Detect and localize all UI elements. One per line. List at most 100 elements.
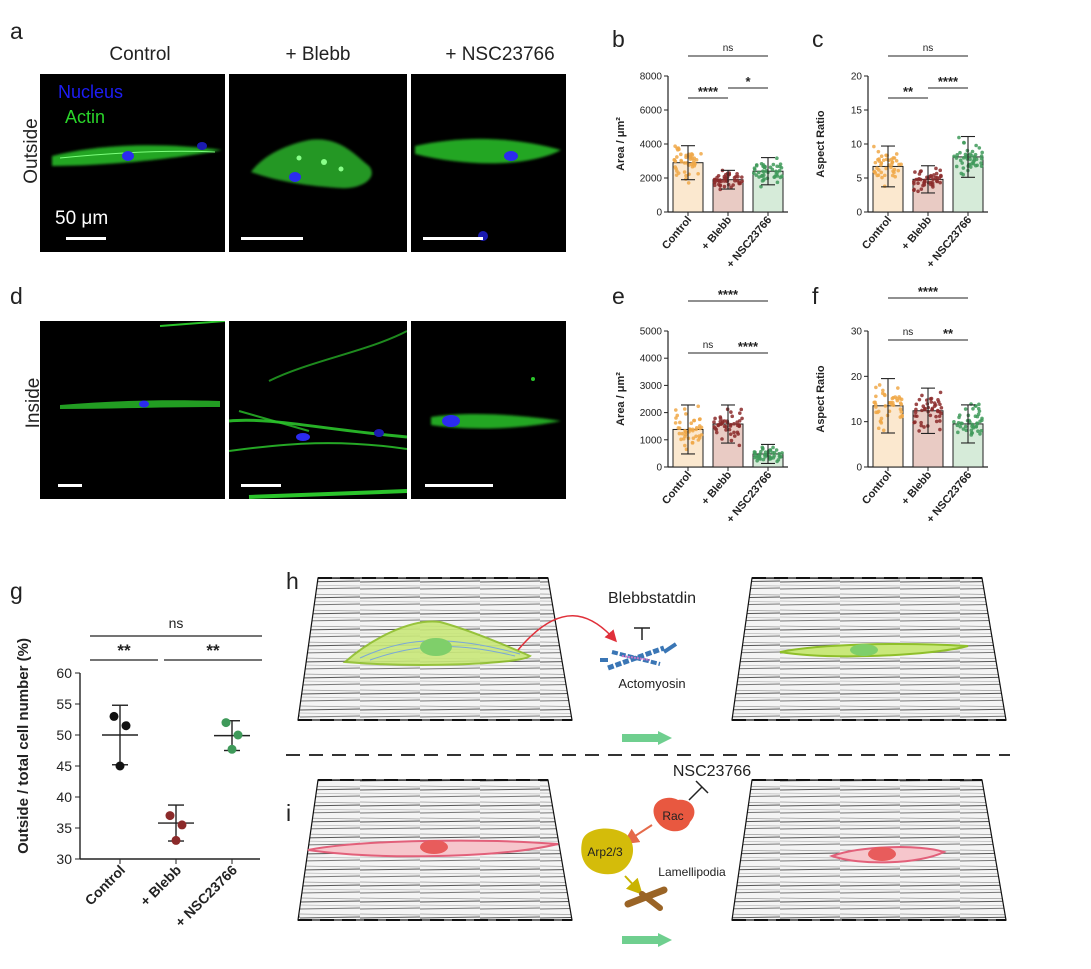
point-g-1 bbox=[171, 835, 181, 845]
point-b-1 bbox=[718, 187, 723, 192]
y-tick-label-f: 0 bbox=[856, 463, 862, 474]
point-b-0 bbox=[675, 169, 679, 173]
point-e-0 bbox=[684, 447, 689, 452]
point-f-0 bbox=[893, 395, 898, 399]
point-e-2 bbox=[764, 452, 769, 457]
point-f-1 bbox=[930, 407, 934, 412]
point-c-0 bbox=[899, 162, 903, 167]
point-c-0 bbox=[884, 153, 888, 158]
point-e-1 bbox=[728, 432, 733, 436]
point-f-0 bbox=[887, 409, 892, 414]
point-f-1 bbox=[913, 414, 918, 418]
point-c-2 bbox=[958, 150, 962, 155]
point-b-2 bbox=[771, 162, 776, 167]
point-f-1 bbox=[929, 400, 934, 404]
point-e-0 bbox=[673, 421, 678, 425]
y-tick-label-b: 2000 bbox=[640, 174, 663, 185]
point-e-2 bbox=[775, 459, 779, 464]
point-e-2 bbox=[753, 454, 758, 458]
y-tick-label-e: 0 bbox=[656, 463, 662, 474]
point-b-0 bbox=[682, 170, 687, 174]
point-e-0 bbox=[692, 418, 697, 423]
sig-label-c: ** bbox=[903, 84, 914, 99]
point-e-0 bbox=[676, 426, 681, 430]
label-rac: Rac bbox=[662, 809, 683, 823]
point-e-1 bbox=[713, 416, 717, 421]
point-c-1 bbox=[938, 168, 943, 173]
y-tick-label-b: 4000 bbox=[640, 140, 663, 151]
point-c-2 bbox=[968, 157, 972, 162]
point-g-1 bbox=[177, 820, 187, 830]
legend-nucleus: Nucleus bbox=[58, 82, 124, 102]
panel-letter-i: i bbox=[286, 800, 292, 826]
point-c-1 bbox=[916, 189, 920, 194]
rac-icon bbox=[653, 797, 695, 832]
sig-label-f: ns bbox=[903, 327, 914, 338]
y-tick-label-g: 40 bbox=[56, 789, 72, 805]
point-f-1 bbox=[939, 411, 943, 416]
point-f-0 bbox=[881, 388, 885, 393]
point-e-0 bbox=[698, 417, 702, 421]
point-c-0 bbox=[896, 168, 901, 173]
point-e-0 bbox=[678, 420, 682, 425]
micrograph-outside-blebb-image bbox=[241, 139, 372, 240]
point-c-1 bbox=[919, 187, 924, 191]
point-e-2 bbox=[774, 448, 779, 452]
point-c-2 bbox=[970, 149, 975, 154]
point-e-1 bbox=[736, 432, 740, 436]
point-g-1 bbox=[165, 811, 175, 821]
point-c-2 bbox=[954, 164, 959, 169]
micrograph-inside-blebb bbox=[229, 321, 407, 499]
point-b-1 bbox=[733, 178, 737, 183]
point-e-0 bbox=[684, 430, 688, 435]
y-tick-label-g: 35 bbox=[56, 820, 72, 836]
point-f-2 bbox=[976, 406, 981, 411]
point-e-1 bbox=[738, 411, 742, 415]
point-b-2 bbox=[775, 180, 780, 185]
column-title-control: Control bbox=[109, 44, 171, 65]
point-e-2 bbox=[758, 457, 763, 461]
point-f-0 bbox=[899, 410, 904, 414]
y-tick-label-g: 30 bbox=[56, 851, 72, 867]
point-f-2 bbox=[963, 424, 968, 429]
point-c-1 bbox=[938, 180, 942, 185]
y-tick-label-c: 10 bbox=[851, 140, 863, 151]
arp23-icon bbox=[581, 828, 634, 875]
point-f-0 bbox=[879, 421, 884, 425]
point-f-2 bbox=[969, 433, 974, 437]
point-e-0 bbox=[682, 407, 687, 411]
point-b-2 bbox=[761, 169, 765, 173]
point-e-1 bbox=[728, 424, 733, 428]
micrograph-outside-control: Nucleus Actin 50 μm bbox=[40, 74, 225, 252]
point-b-2 bbox=[762, 177, 766, 181]
scale-bar-label: 50 μm bbox=[55, 208, 109, 229]
y-tick-label-g: 60 bbox=[56, 665, 72, 681]
cell-elongated-green bbox=[779, 643, 969, 658]
point-b-1 bbox=[737, 181, 741, 186]
point-e-0 bbox=[697, 436, 702, 440]
point-f-0 bbox=[890, 402, 894, 407]
point-e-1 bbox=[735, 423, 740, 428]
point-e-2 bbox=[753, 450, 757, 455]
point-c-2 bbox=[977, 146, 982, 150]
point-e-0 bbox=[694, 427, 698, 432]
point-g-0 bbox=[115, 761, 125, 771]
point-e-0 bbox=[694, 434, 698, 439]
point-b-2 bbox=[764, 169, 769, 173]
point-f-0 bbox=[877, 383, 882, 387]
point-c-0 bbox=[889, 162, 894, 167]
point-c-0 bbox=[892, 167, 897, 172]
point-f-0 bbox=[898, 407, 903, 411]
point-c-1 bbox=[916, 181, 920, 186]
point-e-1 bbox=[720, 419, 725, 423]
y-axis-label-g: Outside / total cell number (%) bbox=[15, 638, 32, 854]
point-c-2 bbox=[955, 153, 960, 157]
point-f-1 bbox=[919, 423, 924, 428]
point-f-2 bbox=[979, 428, 984, 433]
point-e-2 bbox=[768, 448, 773, 452]
point-b-0 bbox=[684, 173, 688, 178]
point-f-2 bbox=[958, 424, 963, 429]
point-e-0 bbox=[679, 437, 683, 442]
point-c-0 bbox=[872, 144, 876, 149]
